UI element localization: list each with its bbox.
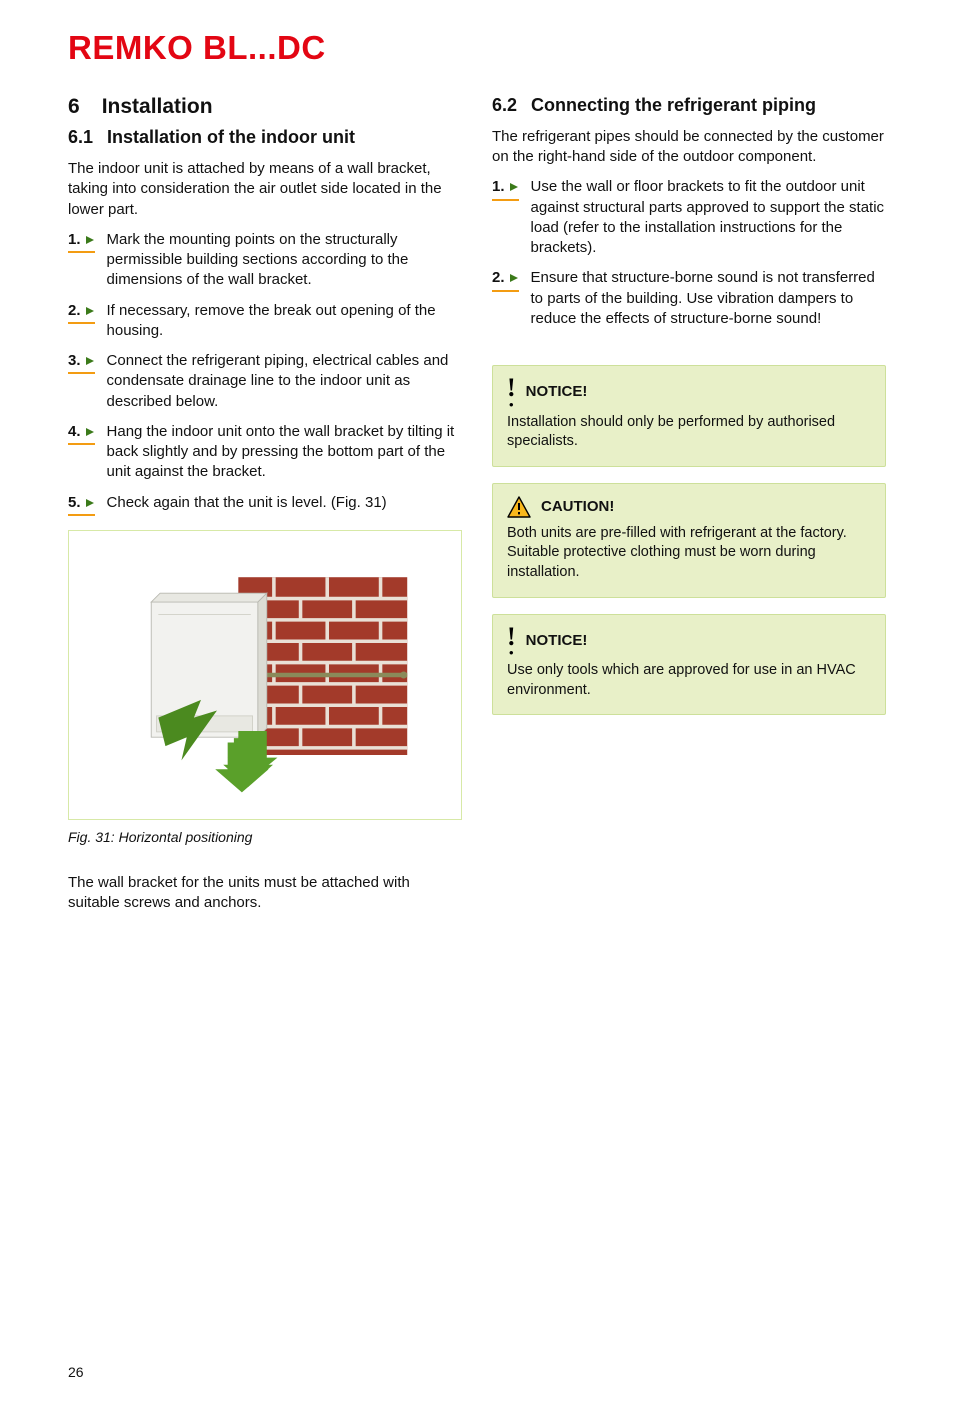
- callout-body: Both units are pre-filled with refrigera…: [507, 524, 871, 583]
- callout-head: CAUTION!: [507, 496, 871, 518]
- step-text: Check again that the unit is level. (Fig…: [107, 493, 462, 513]
- subsection-heading-6-1: 6.1 Installation of the indoor unit: [68, 125, 462, 149]
- callout-head: ! NOTICE!: [507, 378, 871, 407]
- step-text: Hang the indoor unit onto the wall brack…: [107, 422, 462, 483]
- content-columns: 6 Installation 6.1 Installation of the i…: [68, 93, 886, 924]
- left-column: 6 Installation 6.1 Installation of the i…: [68, 93, 462, 924]
- steps-list-6-1: 1. Mark the mounting points on the struc…: [68, 230, 462, 516]
- caution-callout: CAUTION! Both units are pre-filled with r…: [492, 483, 886, 598]
- right-column: 6.2 Connecting the refrigerant piping Th…: [492, 93, 886, 924]
- callouts: ! NOTICE! Installation should only be perf…: [492, 365, 886, 715]
- callout-head-text: NOTICE!: [526, 631, 588, 651]
- step-item: 3. Connect the refrigerant piping, elect…: [68, 351, 462, 412]
- callout-head-text: NOTICE!: [526, 382, 588, 402]
- step-number: 2.: [492, 268, 519, 291]
- step-text: If necessary, remove the break out openi…: [107, 301, 462, 342]
- callout-head-text: CAUTION!: [541, 497, 614, 517]
- section-heading: 6 Installation: [68, 93, 462, 121]
- step-number: 5.: [68, 493, 95, 516]
- callout-body: Installation should only be performed by…: [507, 413, 871, 452]
- section-title: Installation: [102, 93, 213, 121]
- notice-icon: !: [507, 378, 516, 407]
- figure-31: [68, 530, 462, 820]
- subsection-number: 6.2: [492, 93, 517, 117]
- step-number: 4.: [68, 422, 95, 445]
- step-item: 2. Ensure that structure-borne sound is …: [492, 268, 886, 329]
- steps-list-6-2: 1. Use the wall or floor brackets to fit…: [492, 177, 886, 329]
- notice-icon: !: [507, 627, 516, 656]
- subsection-title: Installation of the indoor unit: [107, 125, 355, 149]
- intro-paragraph: The indoor unit is attached by means of …: [68, 159, 462, 220]
- step-item: 4. Hang the indoor unit onto the wall br…: [68, 422, 462, 483]
- subsection-title: Connecting the refrigerant piping: [531, 93, 816, 117]
- step-number: 1.: [492, 177, 519, 200]
- page-number: 26: [68, 1363, 886, 1382]
- step-text: Use the wall or floor brackets to fit th…: [531, 177, 886, 258]
- callout-head: ! NOTICE!: [507, 627, 871, 656]
- step-number: 1.: [68, 230, 95, 253]
- step-number: 2.: [68, 301, 95, 324]
- step-item: 5. Check again that the unit is level. (…: [68, 493, 462, 516]
- figure-31-svg: [105, 545, 425, 805]
- step-item: 2. If necessary, remove the break out op…: [68, 301, 462, 342]
- step-text: Connect the refrigerant piping, electric…: [107, 351, 462, 412]
- step-text: Mark the mounting points on the structur…: [107, 230, 462, 291]
- notice-callout: ! NOTICE! Installation should only be perf…: [492, 365, 886, 467]
- notice-callout: ! NOTICE! Use only tools which are approve…: [492, 614, 886, 716]
- brand-title: REMKO BL...DC: [68, 26, 886, 71]
- subsection-heading-6-2: 6.2 Connecting the refrigerant piping: [492, 93, 886, 117]
- step-text: Ensure that structure-borne sound is not…: [531, 268, 886, 329]
- step-number: 3.: [68, 351, 95, 374]
- section-number: 6: [68, 93, 80, 121]
- step-item: 1. Use the wall or floor brackets to fit…: [492, 177, 886, 258]
- intro-paragraph-6-2: The refrigerant pipes should be connecte…: [492, 127, 886, 168]
- step-item: 1. Mark the mounting points on the struc…: [68, 230, 462, 291]
- subsection-number: 6.1: [68, 125, 93, 149]
- after-figure-paragraph: The wall bracket for the units must be a…: [68, 873, 462, 914]
- figure-31-caption: Fig. 31: Horizontal positioning: [68, 828, 462, 847]
- callout-body: Use only tools which are approved for us…: [507, 661, 871, 700]
- caution-icon: [507, 496, 531, 518]
